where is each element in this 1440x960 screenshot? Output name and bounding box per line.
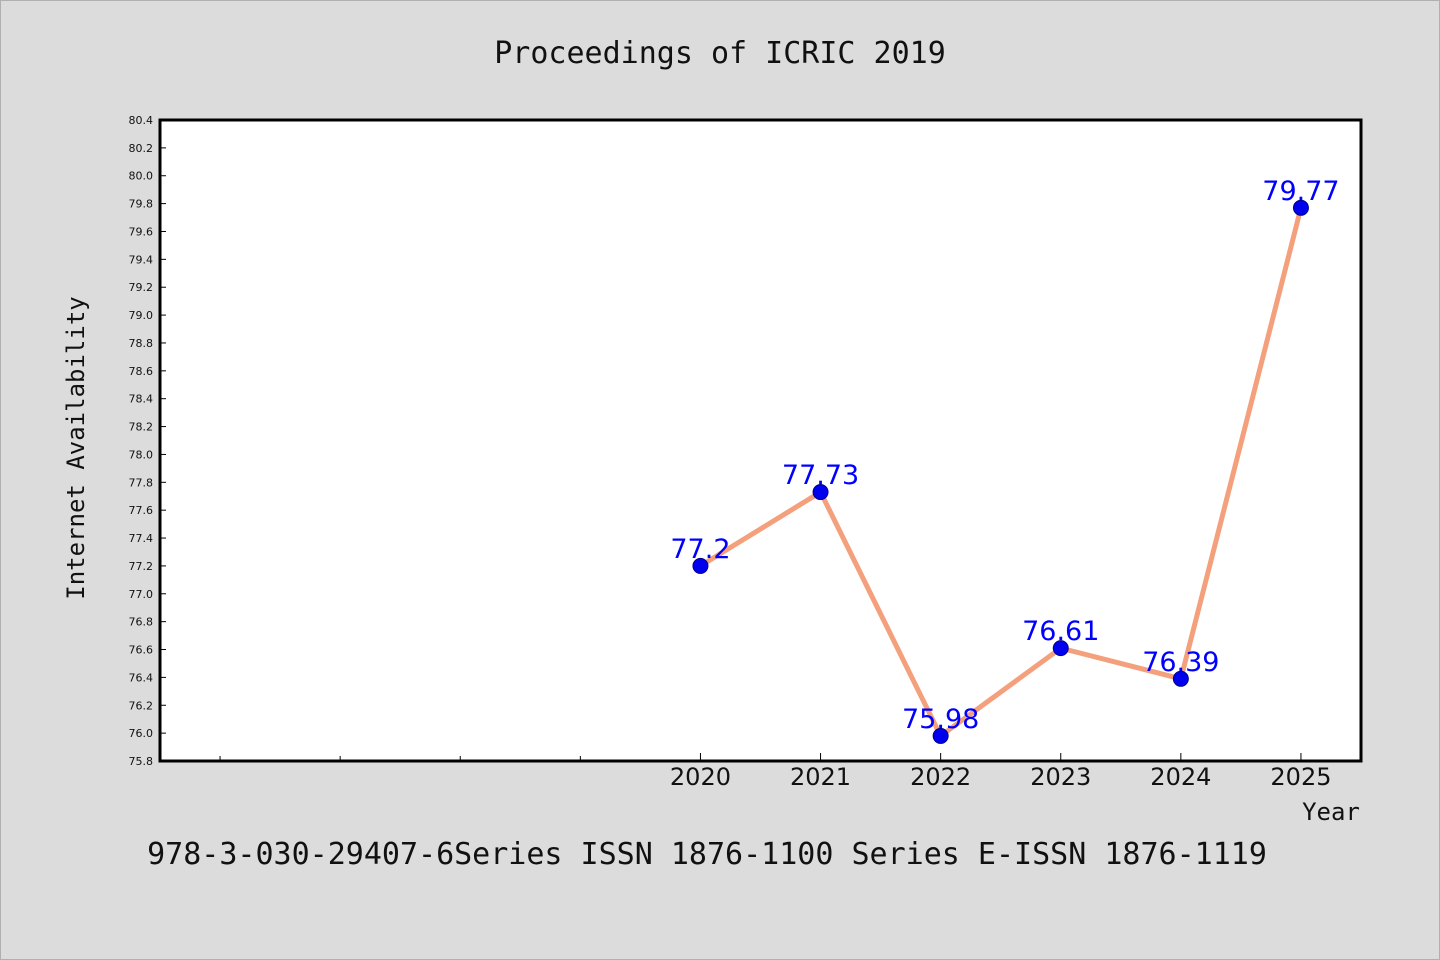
data-point xyxy=(692,557,709,574)
y-tick-label: 76.4 xyxy=(129,671,154,684)
data-point xyxy=(1172,670,1189,687)
data-point xyxy=(932,727,949,744)
y-tick-label: 77.2 xyxy=(129,560,154,573)
y-tick-label: 79.2 xyxy=(129,281,154,294)
y-tick-label: 76.2 xyxy=(129,699,154,712)
y-axis: 75.8 76.0 76.2 76.4 76.6 76.8 77.0 77.2 77.4 77.6… xyxy=(129,114,166,768)
y-tick-label: 75.8 xyxy=(129,755,154,768)
y-tick-label: 78.8 xyxy=(129,337,154,350)
y-tick-label: 79.0 xyxy=(129,309,154,322)
x-tick-label: 2021 xyxy=(790,763,851,791)
y-tick-label: 77.6 xyxy=(129,504,154,517)
y-tick-label: 78.4 xyxy=(129,393,154,406)
data-point xyxy=(1292,199,1309,216)
x-axis-label: Year xyxy=(1302,798,1360,826)
plot-area xyxy=(158,118,1363,763)
x-tick-label: 2025 xyxy=(1270,763,1331,791)
data-label: 77.73 xyxy=(782,460,859,491)
data-point xyxy=(812,484,829,501)
y-axis-label: Internet Availability xyxy=(62,296,90,599)
y-tick-label: 76.8 xyxy=(129,616,154,629)
y-tick-label: 80.0 xyxy=(129,170,154,183)
chart-title: Proceedings of ICRIC 2019 xyxy=(494,36,946,71)
data-series: 77.2 77.73 75.98 76.61 76.39 79.77 xyxy=(670,176,1340,744)
footer-isbn: 978-3-030-29407-6Series ISSN 1876-1100 S… xyxy=(147,837,1267,872)
y-tick-label: 78.2 xyxy=(129,421,154,434)
y-tick-label: 80.4 xyxy=(129,114,154,127)
y-tick-label: 80.2 xyxy=(129,142,154,155)
data-label: 75.98 xyxy=(902,704,979,735)
y-tick-label: 78.0 xyxy=(129,448,154,461)
y-tick-label: 76.6 xyxy=(129,644,154,657)
data-label: 76.61 xyxy=(1022,616,1099,647)
y-tick-label: 79.6 xyxy=(129,225,154,238)
y-tick-label: 79.4 xyxy=(129,253,154,266)
x-tick-label: 2024 xyxy=(1150,763,1211,791)
y-tick-label: 77.8 xyxy=(129,476,154,489)
y-tick-label: 76.0 xyxy=(129,727,154,740)
y-tick-label: 77.4 xyxy=(129,532,154,545)
x-tick-label: 2023 xyxy=(1030,763,1091,791)
x-axis: 2020 2021 2022 2023 2024 2025 xyxy=(219,753,1331,791)
y-tick-label: 78.6 xyxy=(129,365,154,378)
data-label: 77.2 xyxy=(670,534,730,565)
series-line xyxy=(697,205,1304,739)
x-tick-label: 2022 xyxy=(910,763,971,791)
data-point xyxy=(1052,640,1069,657)
y-tick-label: 77.0 xyxy=(129,588,154,601)
data-label: 79.77 xyxy=(1262,176,1339,207)
data-label: 76.39 xyxy=(1142,647,1219,678)
y-tick-label: 79.8 xyxy=(129,198,154,211)
x-tick-label: 2020 xyxy=(670,763,731,791)
